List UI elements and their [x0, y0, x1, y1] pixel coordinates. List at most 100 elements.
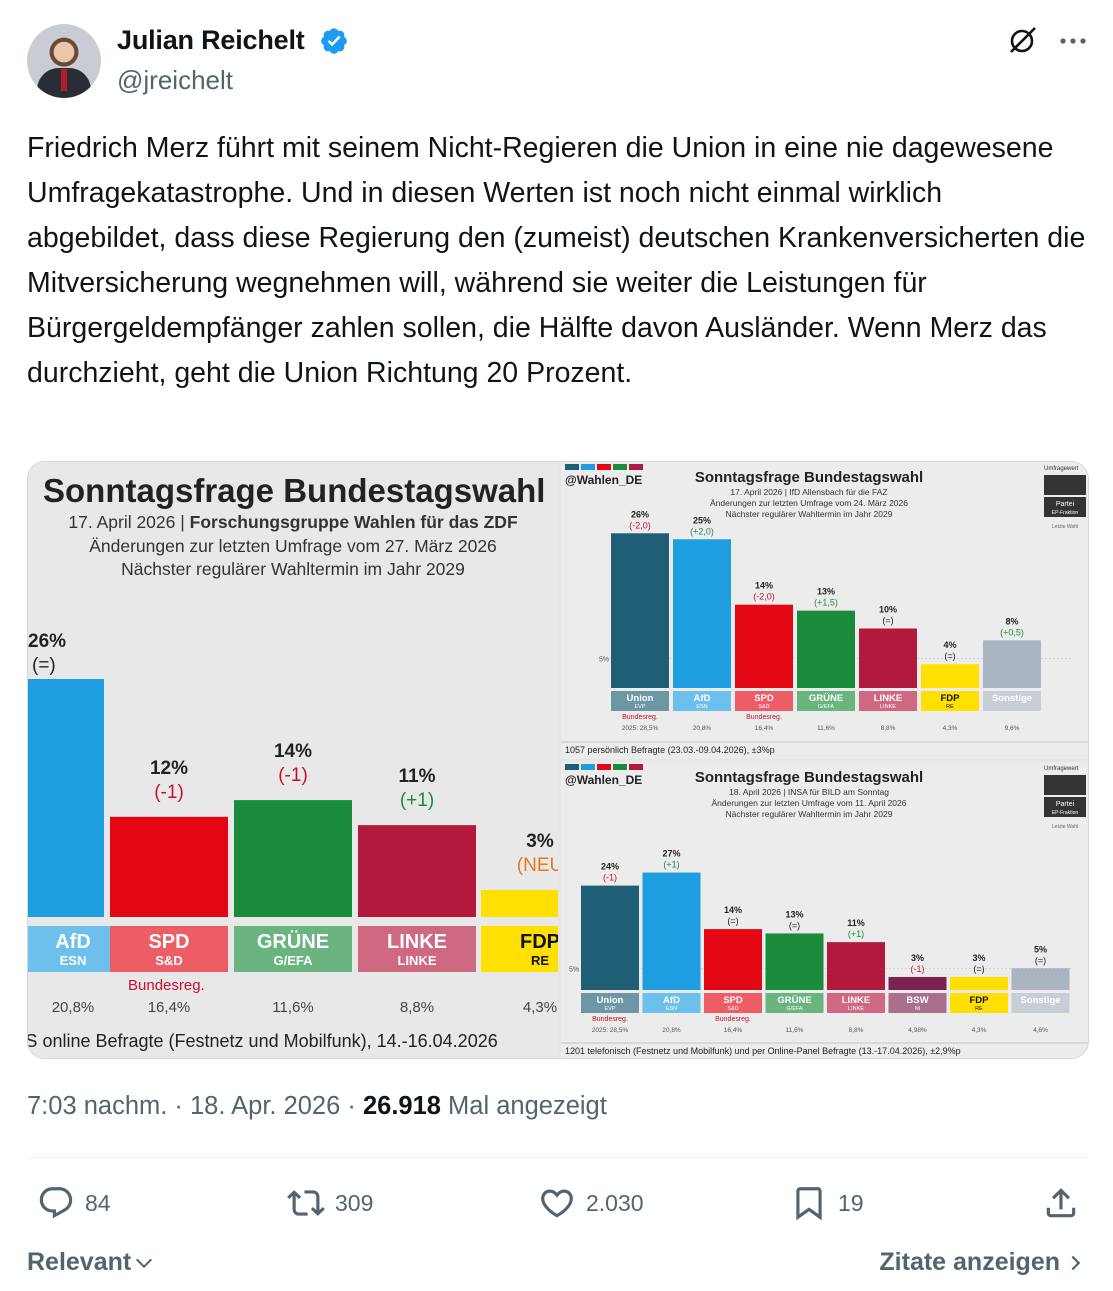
- stripe-0: [565, 464, 579, 470]
- zdf-party-label-5: FDP: [520, 931, 558, 953]
- party-box-SPD: [735, 691, 793, 711]
- change-Union: (-1): [603, 873, 617, 883]
- party-label-LINKE: LINKE: [842, 995, 871, 1006]
- poll-image-insa[interactable]: @Wahlen_DE Sonntagsfrage Bundestagswahl 18…: [561, 762, 1088, 1058]
- zdf-bar-4: [358, 825, 476, 917]
- party-label-BSW: BSW: [906, 995, 928, 1006]
- repost-button[interactable]: 309: [287, 1180, 373, 1226]
- author-handle[interactable]: @jreichelt: [117, 65, 233, 95]
- legend-label-3: EP-Fraktion: [1052, 510, 1079, 516]
- bookmark-count: 19: [838, 1189, 864, 1216]
- zdf-change-4: (+1): [400, 790, 434, 811]
- small-title: Sonntagsfrage Bundestagswahl: [695, 469, 923, 486]
- bundesreg-1: Bundesreg.: [622, 714, 658, 721]
- value-BSW: 3%: [911, 953, 924, 963]
- party-label-SPD: SPD: [754, 693, 774, 704]
- tweet-header: Julian Reichelt @jreichelt: [27, 24, 1089, 100]
- stripe-1: [581, 764, 595, 770]
- more-options-icon[interactable]: [1057, 28, 1089, 54]
- party-sub-Union: EVP: [604, 1006, 615, 1012]
- view-count: 26.918: [362, 1092, 441, 1120]
- prev-Sonstige: 4,6%: [1033, 1027, 1048, 1034]
- like-button[interactable]: 2.030: [538, 1180, 644, 1226]
- views-label: Mal angezeigt: [440, 1092, 607, 1120]
- zdf-party-sub-4: LINKE: [398, 953, 437, 968]
- chevron-down-icon: [136, 1258, 153, 1268]
- zdf-prev-2: 16,4%: [148, 999, 191, 1016]
- party-sub-FDP: RE: [946, 704, 954, 710]
- change-Sonstige: (=): [1035, 955, 1046, 965]
- zdf-change-union: (=): [32, 655, 56, 676]
- stripe-2: [597, 764, 611, 770]
- bar-Union: [611, 533, 669, 688]
- stripe-0: [565, 764, 579, 770]
- change-GRÜNE: (+1,5): [814, 598, 838, 608]
- zdf-bar-3: [234, 800, 352, 917]
- zdf-chart-subtitle2: Änderungen zur letzten Umfrage vom 27. M…: [89, 536, 497, 556]
- legend-box-top: [1044, 475, 1086, 495]
- party-box-GRÜNE: [797, 691, 855, 711]
- zdf-change-3: (-1): [278, 765, 308, 786]
- legend-label-1: Umfragewert: [1044, 466, 1079, 472]
- legend-label-4: Letzte Wahl: [1052, 524, 1078, 530]
- like-count: 2.030: [586, 1189, 644, 1216]
- media-grid[interactable]: Sonntagsfrage Bundestagswahl 17. April 2…: [27, 461, 1089, 1059]
- zdf-value-5: 3%: [526, 831, 554, 852]
- source-tag: @Wahlen_DE: [565, 773, 642, 787]
- zdf-party-sub-3: G/EFA: [273, 953, 313, 968]
- grok-icon[interactable]: [1005, 24, 1039, 58]
- show-quotes-link[interactable]: Zitate anzeigen: [879, 1248, 1086, 1277]
- value-Union: 24%: [601, 862, 619, 872]
- change-SPD: (-2,0): [753, 592, 775, 602]
- prev-LINKE: 8,8%: [881, 725, 896, 732]
- change-FDP: (=): [973, 964, 984, 974]
- bookmark-button[interactable]: 19: [790, 1180, 864, 1226]
- party-label-Sonstige: Sonstige: [992, 693, 1032, 704]
- value-Union: 26%: [631, 509, 649, 519]
- party-sub-BSW: NI: [915, 1006, 921, 1012]
- zdf-chart-subtitle: 17. April 2026 | Forschungsgruppe Wahlen…: [68, 512, 518, 532]
- legend-label-4: Letzte Wahl: [1052, 824, 1078, 830]
- reply-count: 84: [85, 1189, 111, 1216]
- zdf-party-label-4: LINKE: [387, 931, 447, 953]
- party-label-AfD: AfD: [694, 693, 711, 704]
- poll-image-allensbach[interactable]: @Wahlen_DE Sonntagsfrage Bundestagswahl 17…: [561, 462, 1088, 759]
- author-name[interactable]: Julian Reichelt: [117, 25, 305, 55]
- zdf-party-box-5: [481, 926, 558, 972]
- reply-button[interactable]: 84: [37, 1180, 111, 1226]
- bar-AfD: [673, 539, 731, 688]
- avatar[interactable]: [27, 24, 101, 98]
- prev-SPD: 16,4%: [724, 1027, 743, 1034]
- legend-box-top: [1044, 775, 1086, 795]
- sort-dropdown[interactable]: Relevant: [27, 1248, 155, 1277]
- tweet-timestamp[interactable]: 7:03 nachm. · 18. Apr. 2026 ·: [27, 1092, 363, 1120]
- prev-SPD: 16,4%: [755, 725, 774, 732]
- zdf-bar-5: [481, 890, 558, 917]
- party-label-FDP: FDP: [970, 995, 990, 1006]
- bookmark-icon: [796, 1187, 822, 1221]
- small-title: Sonntagsfrage Bundestagswahl: [695, 769, 923, 786]
- zdf-change-2: (-1): [154, 782, 184, 803]
- party-sub-LINKE: LINKE: [848, 1006, 864, 1012]
- prev-FDP: 4,3%: [943, 725, 958, 732]
- zdf-prev-4: 8,8%: [400, 999, 434, 1016]
- party-box-Union: [611, 691, 669, 711]
- party-box-FDP: [950, 993, 1008, 1013]
- value-LINKE: 10%: [879, 605, 897, 615]
- party-label-Union: Union: [627, 693, 654, 704]
- change-LINKE: (=): [882, 616, 893, 626]
- zdf-party-sub-5: RE: [531, 953, 549, 968]
- party-label-Sonstige: Sonstige: [1020, 995, 1060, 1006]
- prev-Union: 2025: 28,5%: [622, 725, 659, 732]
- zdf-party-box-4: [358, 926, 476, 972]
- share-button[interactable]: [1042, 1180, 1090, 1226]
- party-box-SPD: [704, 993, 762, 1013]
- stripe-3: [613, 764, 627, 770]
- party-sub-GRÜNE: G/EFA: [786, 1006, 803, 1012]
- zdf-bar-2: [110, 816, 228, 917]
- party-box-Sonstige: [1011, 993, 1070, 1013]
- party-box-GRÜNE: [765, 993, 824, 1013]
- poll-image-zdf[interactable]: Sonntagsfrage Bundestagswahl 17. April 2…: [28, 462, 558, 1058]
- avatar-tie: [61, 69, 67, 91]
- value-AfD: 25%: [693, 515, 711, 525]
